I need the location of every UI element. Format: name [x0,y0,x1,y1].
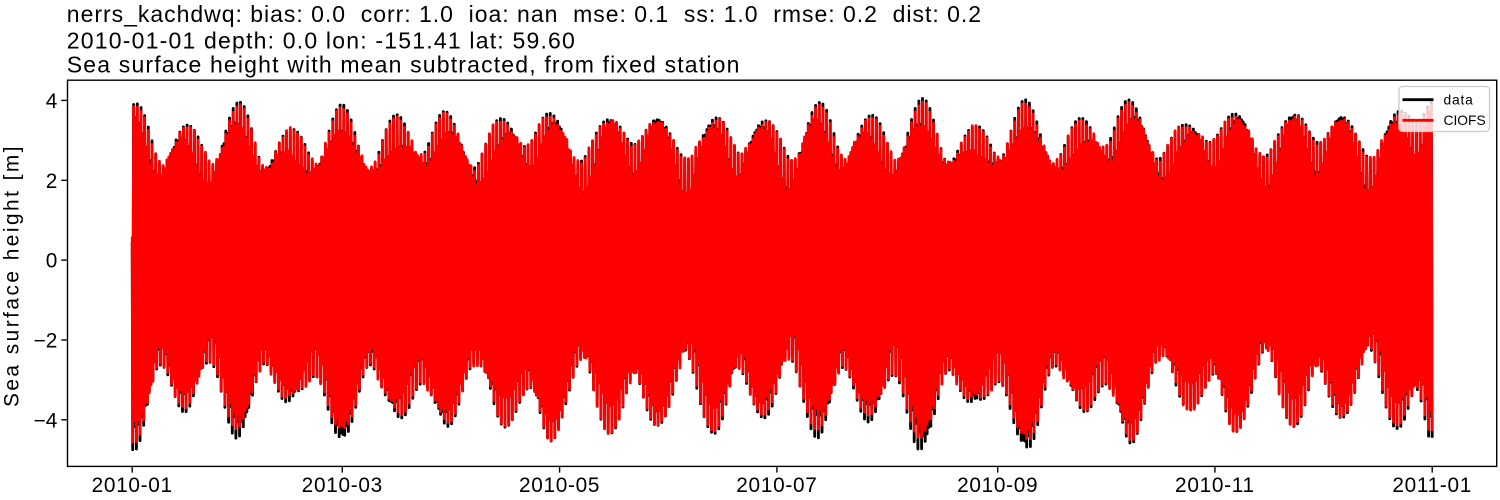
svg-text:2010-05: 2010-05 [519,474,600,497]
svg-text:Sea surface height with mean s: Sea surface height with mean subtracted,… [67,52,741,78]
svg-text:−2: −2 [34,330,58,353]
svg-text:2010-03: 2010-03 [302,474,383,497]
svg-text:2011-01: 2011-01 [1392,474,1472,497]
svg-text:2010-01-01 depth: 0.0 lon: -15: 2010-01-01 depth: 0.0 lon: -151.41 lat: … [67,28,576,54]
svg-text:0: 0 [46,250,58,273]
svg-text:data: data [1444,92,1474,107]
svg-text:nerrs_kachdwq: bias: 0.0 corr: nerrs_kachdwq: bias: 0.0 corr: 1.0 ioa: … [67,1,982,27]
svg-text:2: 2 [46,170,58,193]
svg-text:Sea surface height [m]: Sea surface height [m] [1,144,24,407]
svg-text:4: 4 [46,90,58,113]
svg-text:2010-09: 2010-09 [957,474,1038,497]
svg-text:−4: −4 [34,409,58,432]
svg-text:2010-07: 2010-07 [736,474,817,497]
svg-text:2010-01: 2010-01 [92,474,173,497]
svg-text:CIOFS: CIOFS [1444,113,1486,128]
svg-text:2010-11: 2010-11 [1175,474,1255,497]
